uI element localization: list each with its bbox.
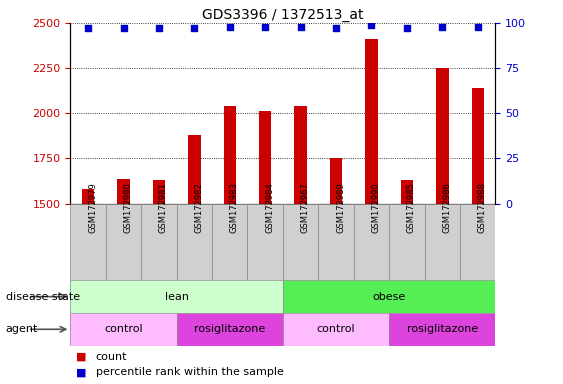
Text: GSM172986: GSM172986 xyxy=(443,182,452,233)
Bar xyxy=(294,106,307,204)
Point xyxy=(261,23,270,30)
Bar xyxy=(117,179,129,204)
Bar xyxy=(212,204,248,280)
Text: control: control xyxy=(104,324,143,334)
Bar xyxy=(436,68,449,204)
Text: agent: agent xyxy=(6,324,38,334)
Bar xyxy=(70,204,106,280)
Bar xyxy=(354,204,389,280)
Point xyxy=(332,25,341,31)
Text: GSM172980: GSM172980 xyxy=(123,182,132,233)
Bar xyxy=(70,313,177,346)
Point xyxy=(296,23,305,30)
Text: GSM172981: GSM172981 xyxy=(159,182,168,233)
Point xyxy=(119,25,128,31)
Point xyxy=(83,25,92,31)
Text: GSM172990: GSM172990 xyxy=(372,182,381,233)
Point xyxy=(473,23,482,30)
Bar xyxy=(389,204,425,280)
Bar xyxy=(141,204,177,280)
Point xyxy=(403,25,412,31)
Bar xyxy=(177,204,212,280)
Point xyxy=(154,25,163,31)
Point xyxy=(190,25,199,31)
Text: GSM172979: GSM172979 xyxy=(88,182,97,233)
Bar xyxy=(248,204,283,280)
Text: GSM172967: GSM172967 xyxy=(301,182,310,233)
Bar xyxy=(460,204,495,280)
Bar xyxy=(106,204,141,280)
Bar xyxy=(283,313,389,346)
Text: GSM172989: GSM172989 xyxy=(336,182,345,233)
Bar xyxy=(70,280,283,313)
Bar xyxy=(153,180,165,204)
Text: rosiglitazone: rosiglitazone xyxy=(194,324,265,334)
Bar xyxy=(389,313,495,346)
Bar xyxy=(425,204,460,280)
Text: lean: lean xyxy=(164,291,189,302)
Title: GDS3396 / 1372513_at: GDS3396 / 1372513_at xyxy=(202,8,364,22)
Text: GSM172985: GSM172985 xyxy=(407,182,416,233)
Bar xyxy=(283,280,495,313)
Bar xyxy=(330,158,342,204)
Text: control: control xyxy=(317,324,355,334)
Text: rosiglitazone: rosiglitazone xyxy=(406,324,478,334)
Text: ■: ■ xyxy=(76,367,87,377)
Text: obese: obese xyxy=(373,291,406,302)
Point xyxy=(225,23,234,30)
Text: ■: ■ xyxy=(76,352,87,362)
Text: GSM172988: GSM172988 xyxy=(478,182,487,233)
Text: GSM172982: GSM172982 xyxy=(194,182,203,233)
Text: disease state: disease state xyxy=(6,291,80,302)
Bar xyxy=(224,106,236,204)
Text: percentile rank within the sample: percentile rank within the sample xyxy=(96,367,284,377)
Text: GSM172983: GSM172983 xyxy=(230,182,239,233)
Bar xyxy=(82,189,94,204)
Text: count: count xyxy=(96,352,127,362)
Bar xyxy=(283,204,318,280)
Point xyxy=(367,22,376,28)
Bar xyxy=(472,88,484,204)
Bar xyxy=(401,180,413,204)
Bar xyxy=(188,135,200,204)
Point xyxy=(438,23,447,30)
Bar xyxy=(365,39,378,204)
Text: GSM172984: GSM172984 xyxy=(265,182,274,233)
Bar xyxy=(177,313,283,346)
Bar xyxy=(318,204,354,280)
Bar xyxy=(259,111,271,204)
